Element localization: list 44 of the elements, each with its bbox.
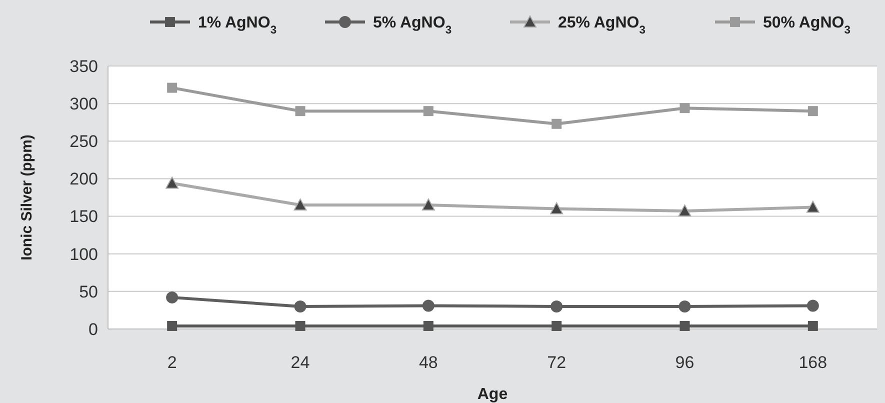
- point: [808, 106, 818, 116]
- y-tick-label: 200: [70, 170, 98, 189]
- x-tick-label: 48: [418, 352, 438, 372]
- y-tick-label: 350: [70, 56, 98, 76]
- legend-label: 25% AgNO$_{3}$: [558, 14, 646, 37]
- point: [166, 291, 178, 304]
- point: [423, 320, 434, 331]
- point: [294, 198, 307, 211]
- y-tick-label: 0: [88, 320, 98, 339]
- point: [294, 300, 306, 312]
- x-axis-title: Age: [477, 386, 508, 403]
- x-tick-label: 72: [547, 352, 566, 372]
- point: [423, 106, 434, 116]
- legend-label: 50% AgNO$_{3}$: [763, 14, 850, 37]
- x-tick-label: 2: [167, 352, 177, 372]
- legend-label: 5% AgNO$_{3}$: [373, 14, 452, 37]
- point: [552, 320, 562, 331]
- x-tick-label: 96: [675, 352, 694, 372]
- y-tick-label: 50: [79, 282, 98, 302]
- y-tick-label: 100: [70, 244, 98, 264]
- point: [422, 198, 435, 211]
- point: [680, 103, 690, 114]
- point: [550, 202, 564, 214]
- y-tick-label: 300: [70, 94, 98, 114]
- point: [295, 320, 306, 331]
- point: [806, 300, 819, 312]
- point: [680, 320, 690, 331]
- point: [167, 82, 178, 93]
- legend-label: 1% AgNO$_{3}$: [198, 14, 277, 37]
- y-axis-title: Ionic Silver (ppm): [18, 134, 36, 260]
- x-tick-label: 168: [798, 352, 828, 372]
- point: [422, 300, 434, 312]
- point: [166, 176, 179, 189]
- point: [552, 118, 562, 129]
- point: [806, 200, 820, 213]
- x-tick-label: 24: [290, 352, 310, 372]
- point: [550, 300, 563, 312]
- point: [678, 300, 691, 312]
- point: [295, 106, 306, 116]
- y-tick-label: 150: [70, 207, 98, 226]
- point: [678, 204, 692, 217]
- point: [808, 320, 818, 331]
- point: [167, 320, 178, 331]
- y-tick-label: 250: [70, 132, 98, 152]
